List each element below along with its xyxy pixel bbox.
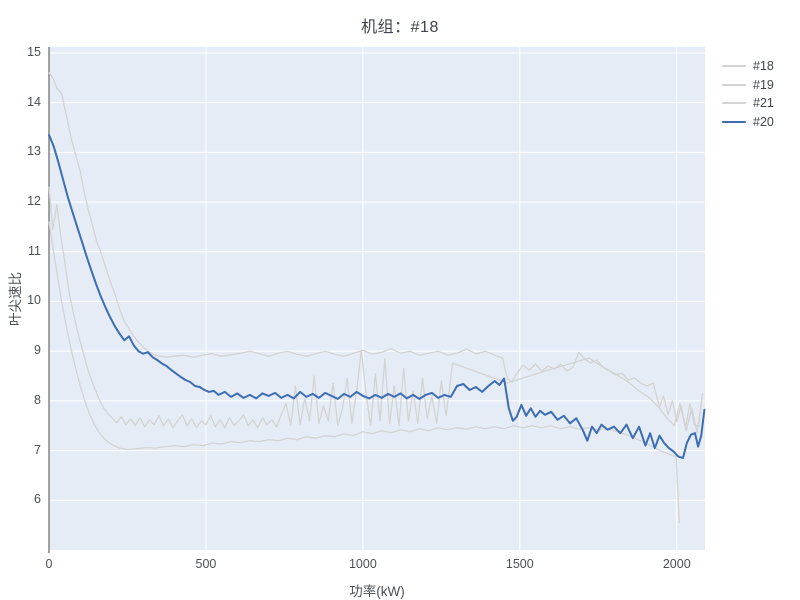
chart-title: 机组：#18 <box>361 19 439 36</box>
y-tick-label: 12 <box>27 194 41 209</box>
series-line-19[interactable] <box>48 186 703 434</box>
legend-item-label: #19 <box>753 77 774 92</box>
y-tick-label: 6 <box>34 492 41 507</box>
legend-item-20[interactable]: #20 <box>722 113 774 132</box>
legend-item-19[interactable]: #19 <box>722 76 774 95</box>
y-tick-label: 9 <box>34 343 41 358</box>
y-tick-label: 8 <box>34 392 41 407</box>
series-line-18[interactable] <box>48 72 704 429</box>
y-tick-label: 7 <box>34 442 41 457</box>
series-line-20[interactable] <box>48 134 706 459</box>
x-axis-title: 功率(kW) <box>349 584 405 599</box>
legend-item-21[interactable]: #21 <box>722 94 774 113</box>
legend-item-18[interactable]: #18 <box>722 57 774 76</box>
y-tick-label: 14 <box>27 94 41 109</box>
plot-background <box>49 47 705 550</box>
y-tick-label: 11 <box>28 243 41 258</box>
legend-swatch <box>722 83 746 86</box>
x-tick-label: 1000 <box>348 557 377 571</box>
legend-swatch <box>722 102 746 105</box>
x-tick-label: 500 <box>195 557 217 571</box>
y-tick-label: 10 <box>27 293 41 308</box>
legend: #18 #19 #21 #20 <box>722 57 774 131</box>
legend-item-label: #21 <box>753 96 774 111</box>
y-tick-label: 15 <box>27 44 41 59</box>
y-tick-label: 13 <box>27 144 41 159</box>
y-axis-title: 叶尖速比 <box>8 271 23 326</box>
x-tick-label: 2000 <box>662 557 691 571</box>
legend-swatch <box>722 65 746 68</box>
legend-item-label: #20 <box>753 114 774 129</box>
x-tick-label: 0 <box>45 557 53 571</box>
legend-swatch <box>722 120 746 123</box>
series-line-21[interactable] <box>48 221 680 524</box>
x-tick-label: 1500 <box>505 557 534 571</box>
legend-item-label: #18 <box>753 59 774 74</box>
